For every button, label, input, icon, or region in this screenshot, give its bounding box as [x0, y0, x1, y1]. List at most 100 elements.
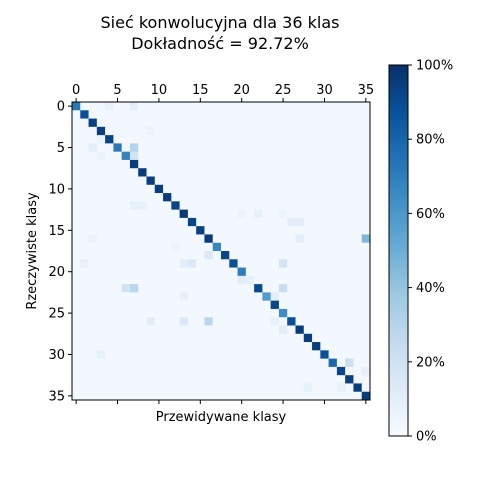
heatmap-cell: [163, 375, 172, 384]
heatmap-cell: [188, 359, 197, 368]
heatmap-cell: [271, 177, 280, 186]
heatmap-cell: [72, 243, 81, 252]
heatmap-cell: [238, 119, 247, 128]
heatmap-cell: [196, 160, 205, 169]
heatmap-cell: [271, 127, 280, 136]
heatmap-cell: [204, 359, 213, 368]
heatmap-cell: [163, 226, 172, 235]
heatmap-cell: [89, 226, 98, 235]
heatmap-cell: [304, 375, 313, 384]
heatmap-cell: [155, 226, 164, 235]
heatmap-cell: [204, 243, 213, 252]
heatmap-cell: [246, 268, 255, 277]
heatmap-cell: [271, 160, 280, 169]
heatmap-cell: [204, 110, 213, 119]
heatmap-cell: [287, 185, 296, 194]
heatmap-cell: [353, 201, 362, 210]
heatmap-cell: [296, 383, 305, 392]
heatmap-cell: [155, 350, 164, 359]
heatmap-cell: [296, 259, 305, 268]
heatmap-cell: [188, 292, 197, 301]
heatmap-cell: [89, 210, 98, 219]
heatmap-cell: [254, 309, 263, 318]
heatmap-cell: [329, 259, 338, 268]
heatmap-cell: [97, 135, 106, 144]
heatmap-cell: [296, 218, 305, 227]
heatmap-cell: [254, 342, 263, 351]
heatmap-cell: [238, 350, 247, 359]
heatmap-cell: [80, 177, 89, 186]
heatmap-cell: [329, 243, 338, 252]
heatmap-cell: [238, 292, 247, 301]
heatmap-cell: [320, 152, 329, 161]
heatmap-cell: [329, 309, 338, 318]
heatmap-cell: [89, 193, 98, 202]
heatmap-cell: [97, 226, 106, 235]
heatmap-cell: [271, 152, 280, 161]
heatmap-cell: [320, 268, 329, 277]
heatmap-cell: [221, 226, 230, 235]
heatmap-cell: [345, 375, 354, 384]
heatmap-cell: [229, 276, 238, 285]
heatmap-cell: [188, 110, 197, 119]
x-tick-label: 10: [151, 83, 168, 98]
heatmap-cell: [238, 392, 247, 401]
heatmap-cell: [213, 201, 222, 210]
heatmap-cell: [89, 119, 98, 128]
heatmap-cell: [271, 326, 280, 335]
heatmap-cell: [80, 127, 89, 136]
heatmap-cell: [171, 102, 180, 111]
heatmap-cell: [329, 301, 338, 310]
heatmap-cell: [353, 326, 362, 335]
heatmap-cell: [155, 251, 164, 260]
heatmap-cell: [130, 317, 139, 326]
heatmap-cell: [304, 152, 313, 161]
heatmap-cell: [72, 375, 81, 384]
heatmap-cell: [329, 268, 338, 277]
heatmap-cell: [320, 276, 329, 285]
heatmap-cell: [304, 177, 313, 186]
heatmap-cell: [80, 218, 89, 227]
heatmap-cell: [254, 301, 263, 310]
heatmap-cell: [113, 168, 122, 177]
heatmap-cell: [246, 143, 255, 152]
heatmap-cell: [254, 110, 263, 119]
heatmap-cell: [97, 127, 106, 136]
heatmap-cell: [155, 317, 164, 326]
heatmap-cell: [171, 309, 180, 318]
heatmap-cell: [246, 375, 255, 384]
heatmap-cell: [345, 119, 354, 128]
heatmap-cell: [196, 234, 205, 243]
x-tick-label: 0: [72, 83, 80, 98]
heatmap-cell: [113, 367, 122, 376]
heatmap-cell: [155, 102, 164, 111]
heatmap-cell: [262, 152, 271, 161]
heatmap-cell: [262, 276, 271, 285]
heatmap-cell: [287, 392, 296, 401]
colorbar-tick-label: 40%: [416, 281, 445, 296]
heatmap-cell: [296, 210, 305, 219]
heatmap-cell: [72, 342, 81, 351]
heatmap-cell: [345, 168, 354, 177]
heatmap-cell: [337, 268, 346, 277]
heatmap-cell: [262, 185, 271, 194]
heatmap-cell: [213, 177, 222, 186]
heatmap-cell: [188, 309, 197, 318]
heatmap-cell: [163, 127, 172, 136]
heatmap-cell: [113, 185, 122, 194]
heatmap-cell: [337, 152, 346, 161]
heatmap-cell: [105, 392, 114, 401]
heatmap-cell: [345, 268, 354, 277]
heatmap-cell: [320, 234, 329, 243]
heatmap-cell: [97, 334, 106, 343]
heatmap-cell: [155, 135, 164, 144]
heatmap-cell: [204, 268, 213, 277]
heatmap-cell: [122, 301, 131, 310]
heatmap-cell: [345, 127, 354, 136]
heatmap-cell: [312, 259, 321, 268]
heatmap-cell: [72, 152, 81, 161]
heatmap-cell: [362, 218, 371, 227]
heatmap-cell: [329, 334, 338, 343]
heatmap-cell: [362, 110, 371, 119]
heatmap-cell: [279, 152, 288, 161]
